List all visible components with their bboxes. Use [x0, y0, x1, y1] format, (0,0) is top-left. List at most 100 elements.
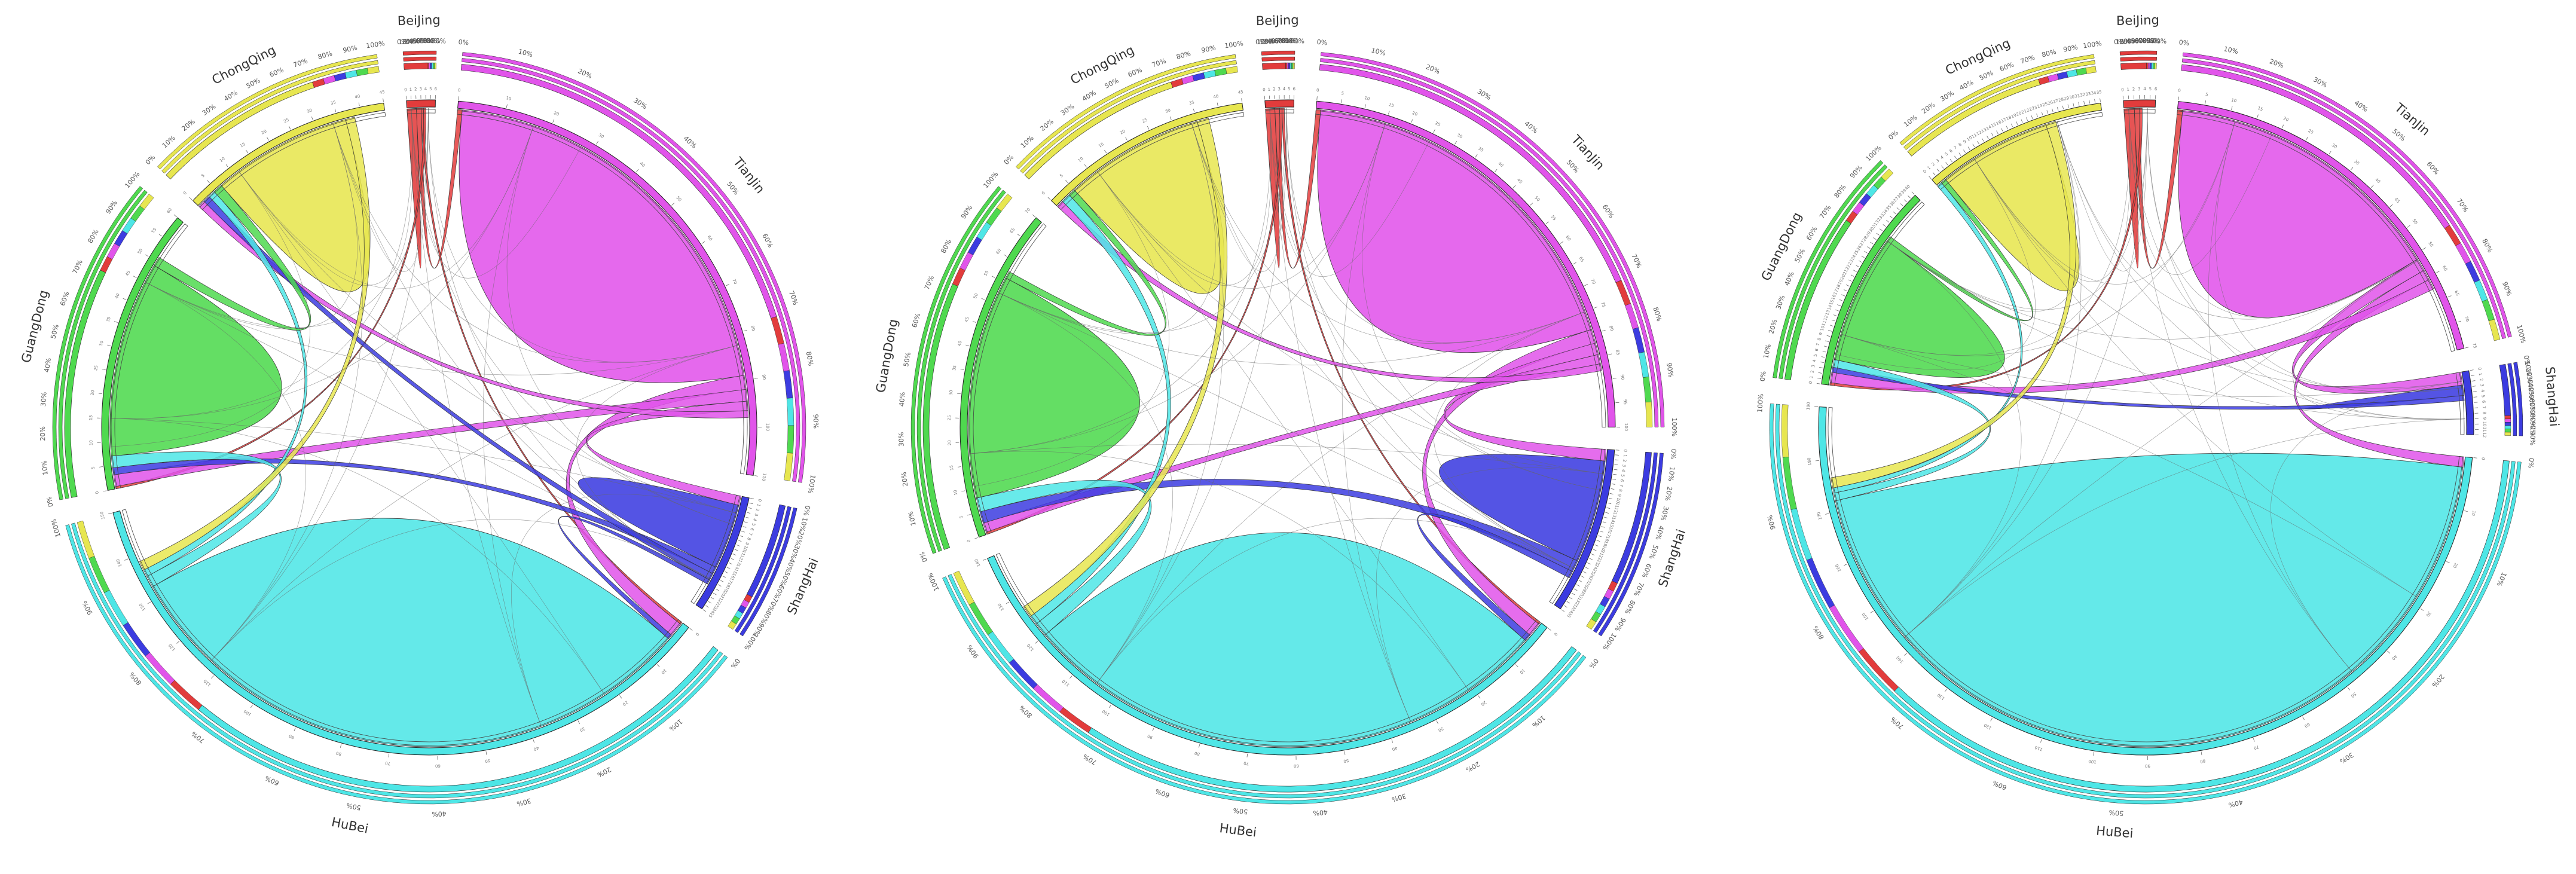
percent-tick-label: 60% — [1805, 225, 1819, 242]
sector-tick-label: 50 — [485, 758, 491, 763]
thin-chord-line — [411, 108, 542, 727]
percent-tick-label: 100% — [982, 170, 1000, 190]
sector-tick-label: 3 — [419, 87, 422, 91]
sector-tick — [725, 571, 728, 574]
outer-thin-band — [65, 524, 728, 805]
sector-tick-label: 16 — [1607, 526, 1613, 533]
sector-tick-label: 2 — [1273, 87, 1276, 91]
percent-tick-label: 100% — [2083, 39, 2103, 50]
sector-tick — [967, 514, 971, 516]
sector-tick — [2447, 295, 2452, 298]
sector-tick — [1941, 165, 1944, 169]
sector-tick-label: 4 — [424, 87, 427, 91]
sector-tick-label: 30 — [949, 390, 954, 396]
sector-tick-label: 30 — [1868, 226, 1875, 233]
sector-tick-label: 25 — [1591, 568, 1597, 574]
sector-tick-label: 20 — [1839, 274, 1846, 281]
outer-band-segment — [1638, 352, 1649, 378]
percent-tick-label: 70% — [292, 57, 308, 69]
sector-tick — [1548, 628, 1551, 631]
sector-tick-label: 60 — [1564, 235, 1572, 242]
outer-band-segment — [953, 570, 975, 606]
sector-tick — [2281, 124, 2284, 129]
percent-tick-label: 10% — [1902, 114, 1918, 129]
percent-tick-label: 80% — [1623, 599, 1637, 616]
sector-tick-label: 18 — [726, 581, 732, 588]
percent-tick-label: 40% — [1783, 270, 1796, 287]
outer-thin-band — [403, 56, 437, 62]
sector-tick-label: 30 — [1579, 590, 1585, 597]
percent-tick-label: 100% — [1756, 393, 1765, 412]
sector-tick — [1831, 319, 1835, 322]
percent-tick-label: 70% — [1151, 57, 1167, 69]
percent-tick-label: 100% — [427, 37, 446, 45]
sector-tick — [1593, 549, 1597, 551]
outer-band-segment — [2148, 62, 2150, 69]
sector-tick-label: 30 — [99, 340, 105, 347]
region-label-hubei: HuBei — [330, 815, 369, 836]
sector-tick — [1147, 126, 1150, 130]
sector-tick-label: 0 — [1041, 191, 1046, 196]
sector-tick-label: 70 — [2464, 316, 2470, 322]
sector-tick-label: 20 — [1119, 129, 1126, 135]
sector-tick-label: 21 — [1842, 268, 1849, 276]
sector-tick-label: 30 — [579, 726, 586, 732]
sector-arc-tianjin — [1316, 100, 1616, 427]
sector-tick — [2006, 126, 2008, 130]
sector-tick-label: 20 — [90, 390, 96, 396]
percent-tick-label: 0% — [2178, 38, 2190, 47]
outer-band-segment — [2149, 62, 2152, 69]
percent-tick-label: 40% — [2127, 37, 2142, 45]
sector-tick-label: 22 — [1845, 264, 1851, 271]
chord-ribbon-shanghai-guangdong — [112, 459, 717, 574]
sector-tick-label: 75 — [1600, 301, 1606, 308]
sector-tick-label: 32 — [2080, 92, 2086, 98]
sector-tick — [1599, 530, 1603, 533]
sector-tick-label: 9 — [744, 542, 750, 546]
sector-tick-label: 35 — [2096, 90, 2102, 95]
sector-tick-label: 5 — [1059, 173, 1064, 179]
sector-tick — [189, 197, 192, 200]
sector-tick — [1841, 294, 1845, 297]
percent-tick-label: 10% — [2495, 571, 2508, 588]
outer-thin-band — [1779, 164, 1888, 379]
outer-thin-band — [1261, 56, 1295, 62]
outer-thin-band — [910, 186, 1002, 554]
sector-tick-label: 180 — [1807, 457, 1812, 466]
sector-tick-label: 40 — [1904, 184, 1911, 191]
sector-tick — [1035, 641, 1038, 644]
sector-tick — [340, 744, 342, 748]
percent-tick-label: 30% — [2338, 751, 2355, 765]
sector-tick-label: 26 — [1588, 572, 1595, 579]
sector-tick-label: 22 — [1597, 554, 1603, 561]
sector-tick-label: 55 — [1550, 215, 1557, 222]
sector-tick-label: 29 — [1582, 586, 1588, 593]
sector-tick-label: 25 — [1853, 249, 1859, 256]
thin-chord-line — [974, 171, 1169, 487]
sector-tick-label: 19 — [1602, 540, 1609, 547]
chord-ribbon-tianjin-guangdong — [1829, 279, 2434, 394]
sector-tick-label: 35 — [1885, 204, 1892, 212]
ring-group — [1769, 50, 2523, 805]
sector-tick — [1003, 254, 1007, 257]
sector-tick — [740, 535, 744, 537]
sector-tick-label: 7 — [1618, 484, 1624, 487]
sector-tick — [1571, 592, 1575, 595]
sector-tick-label: 190 — [1806, 402, 1811, 410]
sector-tick-label: 20 — [553, 111, 560, 117]
sector-tick-label: 2 — [754, 508, 760, 512]
sector-tick-label: 27 — [2052, 99, 2059, 105]
sector-tick-label: 20 — [1600, 545, 1607, 551]
thin-chord-line — [1191, 123, 1575, 569]
sector-tick — [2420, 608, 2424, 611]
thin-chord-line — [2056, 121, 2465, 420]
percent-tick-label: 100% — [2147, 37, 2166, 45]
thin-chord-line — [1191, 123, 1585, 344]
sector-tick-label: 100 — [765, 423, 770, 431]
chord-ribbon-beijing-guangdong — [115, 108, 426, 490]
outer-band-segment — [1881, 169, 1894, 182]
sector-tick — [1084, 164, 1087, 168]
outer-band-segment — [2488, 319, 2501, 341]
sector-tick — [288, 126, 291, 130]
chord-ribbon-beijing-tianjin — [1275, 108, 1321, 269]
